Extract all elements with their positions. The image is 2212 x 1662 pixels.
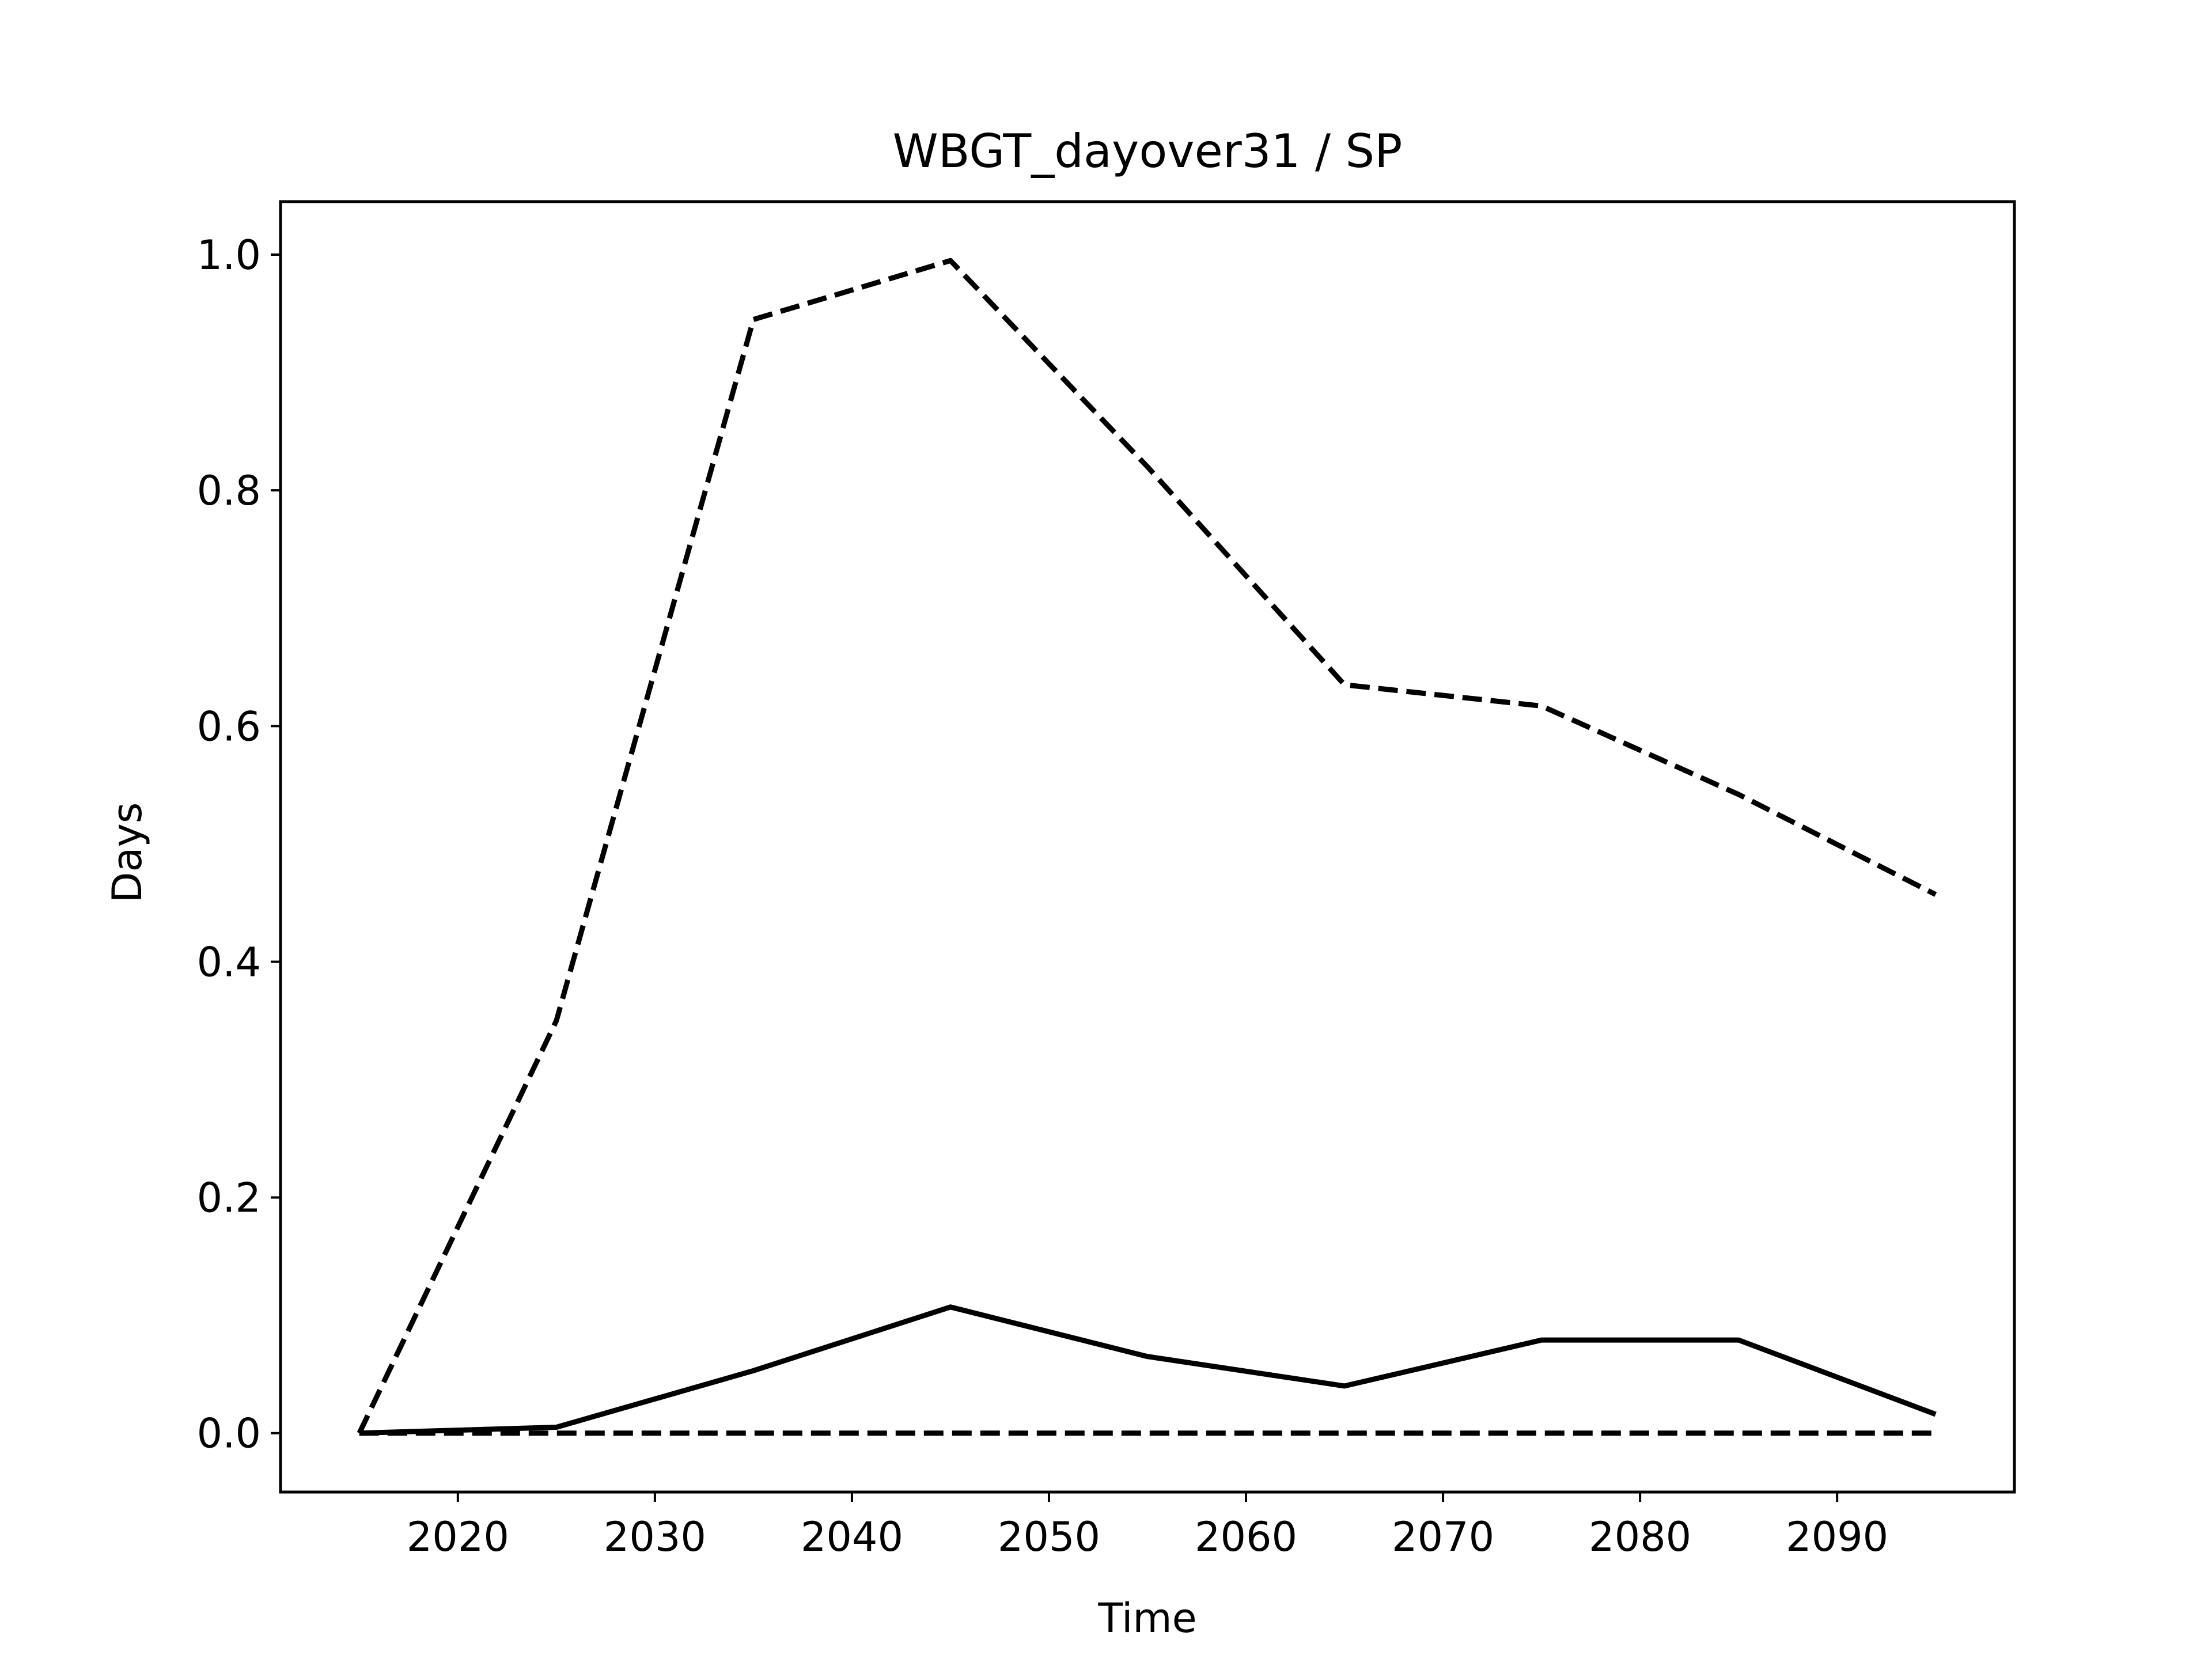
series-line-2 bbox=[359, 1304, 1937, 1436]
x-tick-label: 2040 bbox=[801, 1513, 903, 1561]
x-tick-label: 2030 bbox=[604, 1513, 706, 1561]
y-tick-label: 0.4 bbox=[197, 938, 261, 986]
x-tick-label: 2060 bbox=[1195, 1513, 1297, 1561]
y-tick-label: 0.0 bbox=[197, 1410, 261, 1457]
y-tick-label: 0.8 bbox=[197, 467, 261, 514]
x-tick-label: 2070 bbox=[1392, 1513, 1494, 1561]
chart-title: WBGT_dayover31 / SP bbox=[893, 124, 1403, 178]
x-tick-label: 2090 bbox=[1786, 1513, 1888, 1561]
x-tick-label: 2020 bbox=[407, 1513, 509, 1561]
plot-area-frame bbox=[279, 200, 2016, 1494]
y-tick-label: 0.6 bbox=[197, 703, 261, 750]
x-tick-label: 2080 bbox=[1589, 1513, 1691, 1561]
y-tick-label: 0.2 bbox=[197, 1175, 261, 1222]
y-tick-label: 1.0 bbox=[197, 232, 261, 279]
y-axis-label: Days bbox=[104, 802, 151, 903]
plot-layer: 2020 2030 2040 2050 2060 2070 2080 2090 0.0 0.2 0.… bbox=[197, 232, 1937, 1561]
x-tick-label: 2050 bbox=[998, 1513, 1100, 1561]
x-axis-label: Time bbox=[1097, 1595, 1196, 1642]
series-line-1 bbox=[357, 258, 1937, 1434]
